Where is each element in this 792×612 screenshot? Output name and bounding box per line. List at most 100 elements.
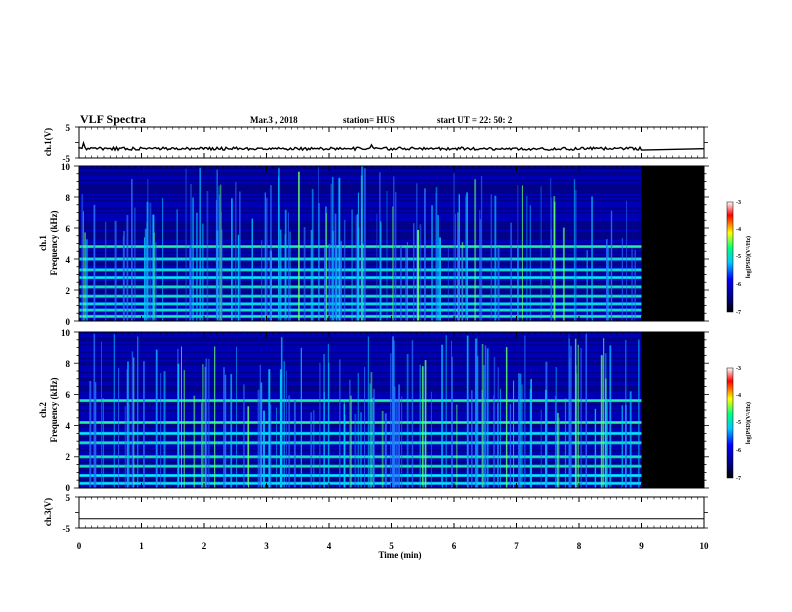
spectrogram-streak <box>122 235 124 321</box>
spectrogram-streak <box>283 361 285 488</box>
spectrogram-texture-row <box>79 384 642 385</box>
spectrogram-streak <box>406 242 408 321</box>
spectrogram-streak <box>356 214 358 321</box>
spectrogram-texture-row <box>79 280 642 281</box>
spectrogram-band-core <box>79 400 642 402</box>
spectrogram-streak <box>557 412 559 488</box>
spectrogram-texture-row <box>79 254 642 255</box>
spectrogram-streak <box>490 194 493 321</box>
spectrogram-texture-row <box>79 438 642 439</box>
spectrogram-streak <box>513 380 515 488</box>
spectrogram-texture-row <box>79 250 642 251</box>
spectrogram-texture-row <box>79 408 642 409</box>
spectrogram-streak <box>118 367 120 488</box>
spectrogram-texture-row <box>79 440 642 441</box>
spectrogram-texture-row <box>79 338 642 339</box>
spectrogram-texture-row <box>79 220 642 221</box>
spectrogram-band-core <box>79 269 642 271</box>
spectrogram-streak <box>155 242 157 321</box>
spectrogram-streak <box>84 232 86 321</box>
spectrogram-streak <box>131 351 134 488</box>
spectrogram-streak <box>497 247 500 321</box>
spectrogram-streak <box>517 248 519 321</box>
spectrogram-texture-row <box>79 262 642 263</box>
ch1-colorbar-tick--5: -5 <box>736 254 741 260</box>
spectrogram-texture-row <box>79 222 642 223</box>
ch1-spectrogram-channel-label: ch.1 <box>38 235 48 251</box>
spectrogram-texture-row <box>79 170 642 171</box>
spectrogram-streak <box>300 347 302 488</box>
spectrogram-texture-row <box>79 184 642 185</box>
spectrogram-texture-row <box>79 182 642 183</box>
spectrogram-streak <box>401 396 403 488</box>
spectrogram-texture-row <box>79 190 642 191</box>
spectrogram-texture-row <box>79 336 642 337</box>
ch1-waveform-ylabel: ch.1(V) <box>43 128 53 156</box>
spectrogram-streak <box>475 338 478 488</box>
header-start-time: start UT = 22: 50: 2 <box>437 115 513 125</box>
spectrogram-streak <box>422 366 424 488</box>
spectrogram-streak <box>417 229 419 321</box>
spectrogram-streak <box>131 179 133 321</box>
spectrogram-texture-row <box>79 352 642 353</box>
spectrogram-streak <box>465 195 467 321</box>
spectrogram-streak <box>218 194 221 321</box>
spectrogram-streak <box>270 185 272 321</box>
spectrogram-streak <box>483 365 485 488</box>
time-tick-label-5: 5 <box>389 541 394 551</box>
spectrogram-streak <box>293 400 296 488</box>
time-tick-label-4: 4 <box>327 541 332 551</box>
spectrogram-streak <box>128 403 130 488</box>
spectrogram-streak <box>453 173 455 321</box>
ch2-spectrogram-panel: 0 2 4 6 8 10 ch.2 Frequency (kHz) -3 -4 … <box>38 328 752 493</box>
spectrogram-texture-row <box>79 462 642 463</box>
spectrogram-streak <box>569 345 572 488</box>
spectrogram-streak <box>540 409 542 488</box>
spectrogram-texture-row <box>79 240 642 241</box>
spectrogram-texture-row <box>79 192 642 193</box>
spectrogram-streak <box>574 189 577 321</box>
spectrogram-texture-row <box>79 368 642 369</box>
spectrogram-streak <box>310 412 313 488</box>
spectrogram-streak <box>393 176 395 321</box>
spectrogram-streak <box>600 355 603 488</box>
spectrogram-streak <box>189 249 191 321</box>
spectrogram-streak <box>474 179 477 321</box>
spectrogram-streak <box>424 188 426 321</box>
ch2-freq-tick-10: 10 <box>61 328 71 338</box>
ch2-colorbar-label: log(PSD)(V²/Hz) <box>745 402 752 444</box>
spectrogram-streak <box>251 218 253 321</box>
spectrogram-streak <box>521 384 523 488</box>
spectrogram-streak <box>376 213 378 321</box>
spectrogram-texture-row <box>79 416 642 417</box>
spectrogram-streak <box>424 360 427 488</box>
spectrogram-texture-row <box>79 428 642 429</box>
spectrogram-streak <box>576 373 578 488</box>
spectrogram-texture-row <box>79 478 642 479</box>
spectrogram-streak <box>451 356 453 488</box>
spectrogram-streak <box>350 395 352 488</box>
spectrogram-streak <box>419 364 421 488</box>
spectrogram-end-of-record <box>641 332 704 488</box>
spectrogram-streak <box>206 191 209 321</box>
spectrogram-streak <box>484 345 487 488</box>
time-tick-label-6: 6 <box>452 541 457 551</box>
ch1-spectrogram-panel: 0 2 4 6 8 10 ch.1 Frequency (kHz) -3 -4 … <box>38 162 752 327</box>
spectrogram-texture-row <box>79 402 642 403</box>
spectrogram-streak <box>530 379 532 488</box>
spectrogram-streak <box>269 404 272 488</box>
ch1-freq-tick-10: 10 <box>61 162 71 172</box>
spectrogram-streak <box>323 354 325 488</box>
spectrogram-texture-row <box>79 362 642 363</box>
ch2-frequency-axis-label: Frequency (kHz) <box>49 377 59 442</box>
ch1-frequency-axis-label: Frequency (kHz) <box>49 210 59 275</box>
spectrogram-streak <box>101 341 102 488</box>
spectrogram-texture-row <box>79 274 642 275</box>
spectrogram-texture-row <box>79 386 642 387</box>
spectrogram-streak <box>230 374 233 488</box>
spectrogram-streak <box>82 211 84 321</box>
ch3-waveform-ylabel: ch.3(V) <box>43 498 53 526</box>
spectrogram-streak <box>247 406 250 488</box>
spectrogram-streak <box>381 410 384 488</box>
ch1-ytick-bottom: -5 <box>63 154 71 164</box>
